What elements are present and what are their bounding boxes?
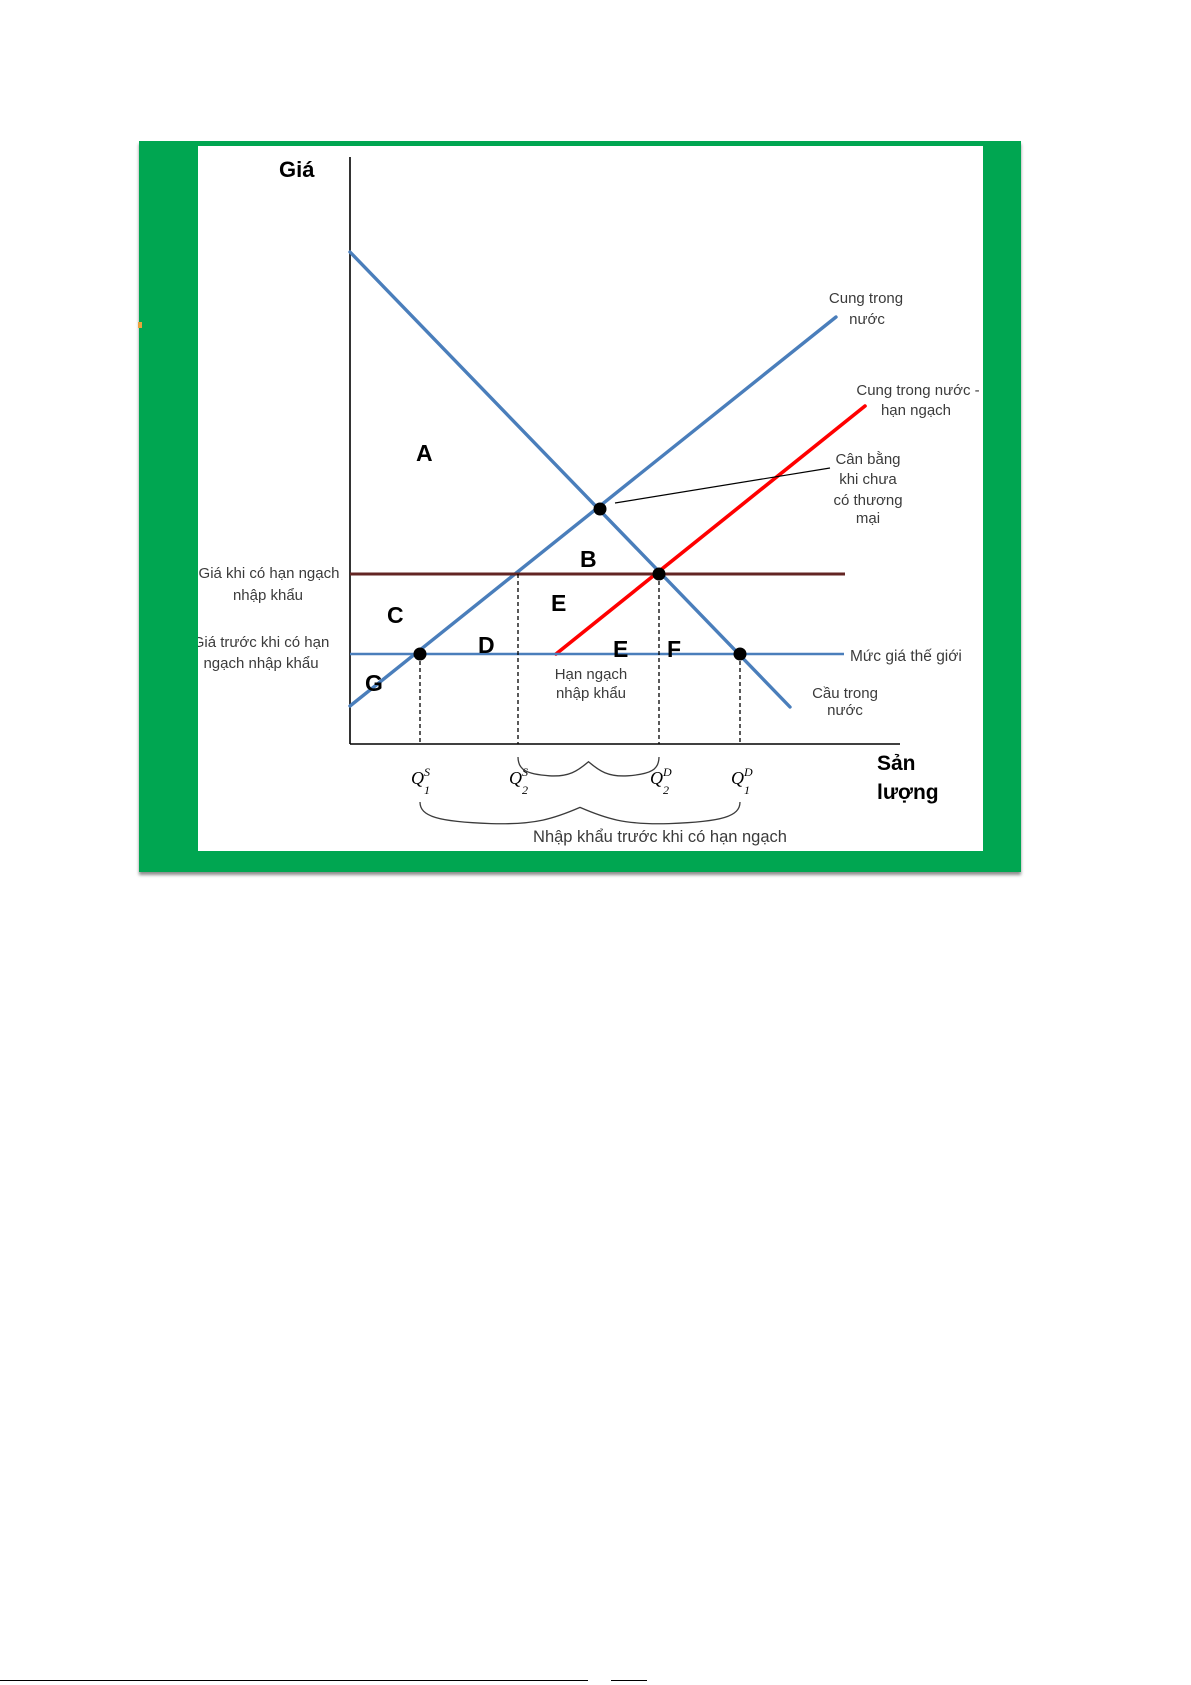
svg-text:Sản: Sản bbox=[877, 752, 916, 775]
svg-text:C: C bbox=[387, 602, 404, 628]
svg-text:D: D bbox=[478, 632, 495, 658]
svg-text:Hạn ngạch: Hạn ngạch bbox=[555, 666, 628, 683]
svg-text:khi chưa: khi chưa bbox=[839, 471, 897, 488]
svg-text:mại: mại bbox=[856, 510, 880, 527]
svg-text:Nhập khẩu trước khi có hạn ngạ: Nhập khẩu trước khi có hạn ngạch bbox=[533, 828, 787, 846]
svg-text:D: D bbox=[743, 765, 753, 779]
svg-text:nước: nước bbox=[827, 702, 863, 719]
svg-text:Giá trước khi có hạn: Giá trước khi có hạn bbox=[198, 634, 329, 651]
svg-text:Q: Q bbox=[411, 768, 424, 788]
svg-text:2: 2 bbox=[663, 783, 669, 797]
svg-text:có thương: có thương bbox=[833, 492, 902, 509]
svg-text:1: 1 bbox=[744, 783, 750, 797]
svg-text:lượng: lượng bbox=[877, 781, 939, 804]
svg-text:B: B bbox=[580, 546, 597, 572]
svg-text:E: E bbox=[613, 636, 628, 662]
svg-text:Cung trong: Cung trong bbox=[829, 290, 903, 307]
svg-text:F: F bbox=[667, 636, 681, 662]
svg-text:Giá: Giá bbox=[279, 157, 315, 182]
svg-text:Mức giá thế giới: Mức giá thế giới bbox=[850, 648, 962, 665]
svg-text:Cầu trong: Cầu trong bbox=[812, 685, 878, 702]
svg-text:S: S bbox=[424, 765, 430, 779]
svg-text:Cân bằng: Cân bằng bbox=[835, 451, 900, 468]
svg-text:Q: Q bbox=[731, 768, 744, 788]
svg-text:nước: nước bbox=[849, 311, 885, 328]
svg-text:nhập khẩu: nhập khẩu bbox=[556, 685, 626, 702]
svg-text:A: A bbox=[416, 440, 433, 466]
svg-text:E: E bbox=[551, 590, 566, 616]
svg-text:Q: Q bbox=[509, 768, 522, 788]
svg-text:Cung trong nước -: Cung trong nước - bbox=[856, 382, 979, 399]
svg-text:G: G bbox=[365, 670, 383, 696]
svg-text:nhập khẩu: nhập khẩu bbox=[233, 587, 303, 604]
svg-text:Giá khi có hạn ngạch: Giá khi có hạn ngạch bbox=[199, 565, 340, 582]
svg-text:ngạch nhập khẩu: ngạch nhập khẩu bbox=[203, 655, 318, 672]
svg-text:D: D bbox=[662, 765, 672, 779]
svg-text:1: 1 bbox=[424, 783, 430, 797]
svg-text:hạn ngạch: hạn ngạch bbox=[881, 402, 951, 419]
svg-text:2: 2 bbox=[522, 783, 528, 797]
